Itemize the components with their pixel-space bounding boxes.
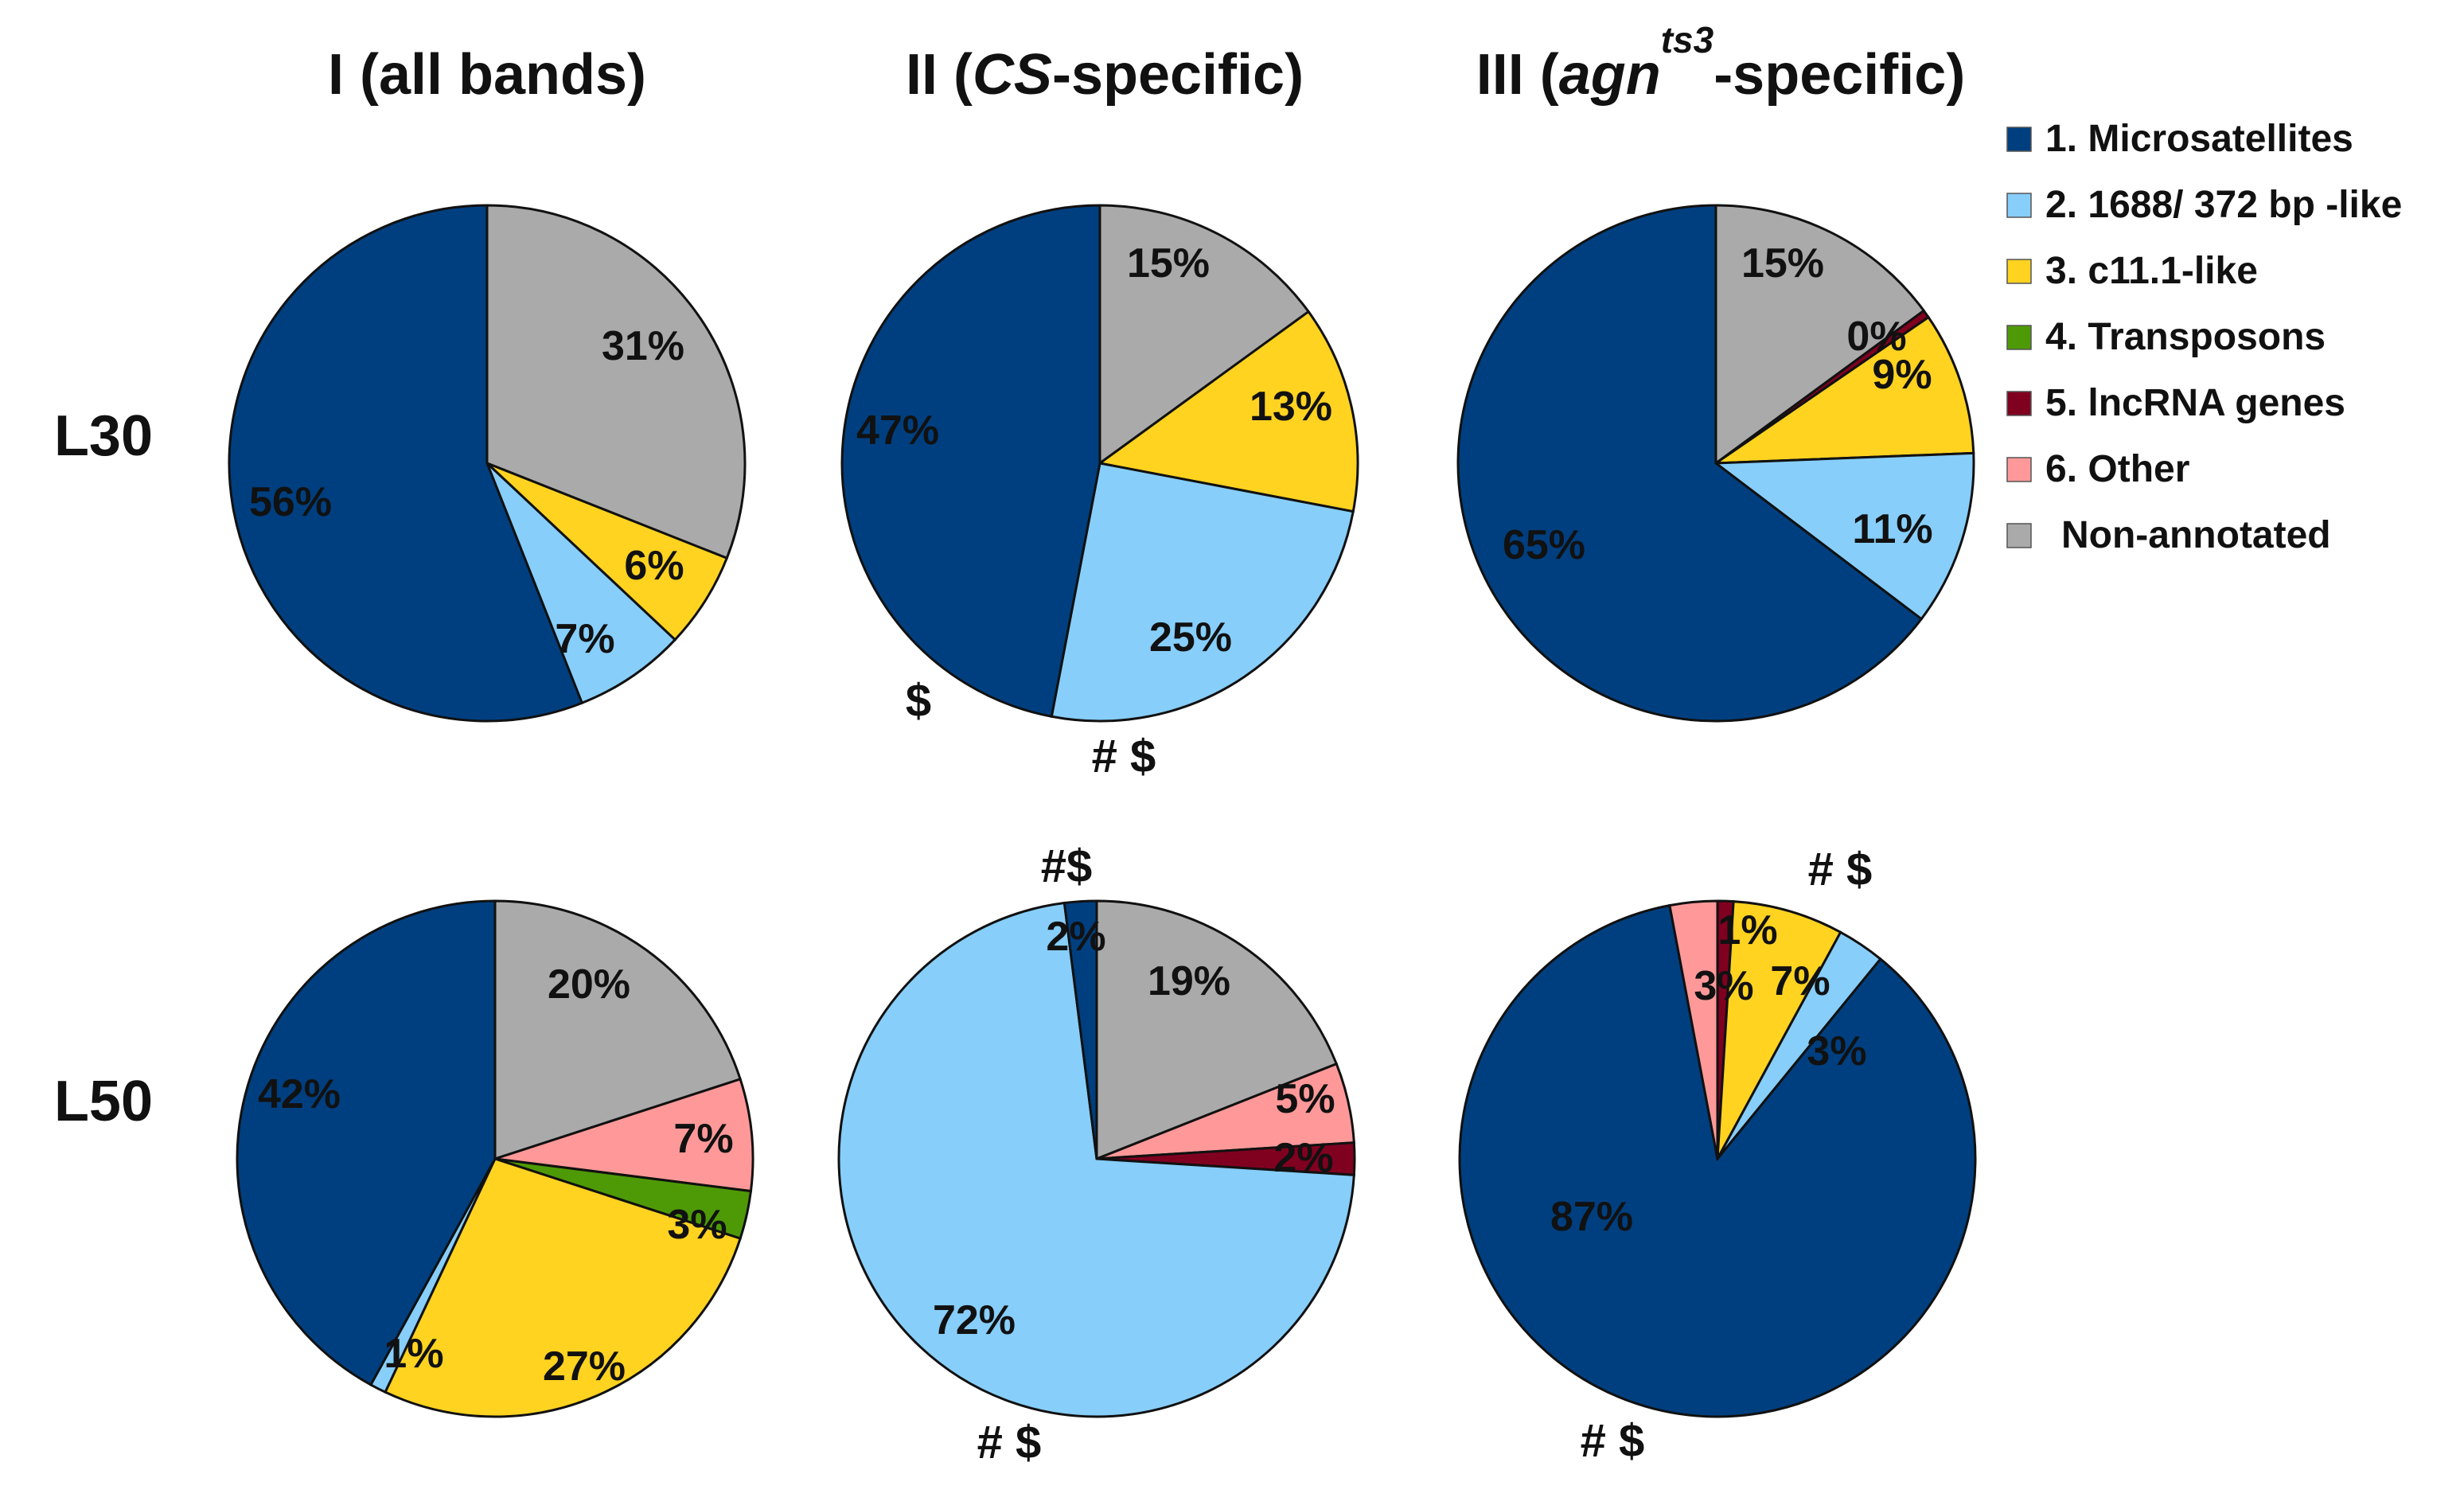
data-label: 20% bbox=[548, 961, 630, 1008]
data-label: 3% bbox=[1807, 1028, 1866, 1074]
data-label: 27% bbox=[543, 1343, 626, 1390]
data-label: 15% bbox=[1741, 240, 1824, 287]
pie-slice bbox=[236, 899, 497, 1386]
pie-slice bbox=[1456, 204, 1924, 723]
pie-slice bbox=[837, 901, 1355, 1418]
column-title-1: I (all bands) bbox=[328, 43, 646, 107]
annotation-mark: $ bbox=[906, 675, 931, 727]
data-label: 15% bbox=[1127, 240, 1210, 287]
pie-slice bbox=[1062, 899, 1098, 1160]
legend-label: Non-annotated bbox=[2061, 514, 2331, 556]
legend: 1. Microsatellites 2. 1688/ 372 bp -like… bbox=[2006, 118, 2402, 556]
data-labels: 31% 6% 7% 56% 15% 13% 25% 47% 15% 0% 9% … bbox=[249, 240, 1933, 1390]
pie-slice bbox=[1668, 899, 1719, 1160]
data-label: 47% bbox=[856, 407, 939, 454]
data-label: 31% bbox=[602, 323, 684, 369]
legend-swatch bbox=[2006, 391, 2032, 416]
annotation-mark: # $ bbox=[1092, 731, 1156, 782]
data-label: 2% bbox=[1046, 914, 1105, 960]
annotation-mark: # $ bbox=[1808, 844, 1873, 895]
pie-ii-l30 bbox=[840, 204, 1359, 723]
pie-slice bbox=[1711, 315, 1975, 465]
pie-slice bbox=[228, 204, 584, 723]
pie-slice bbox=[494, 1077, 754, 1193]
annotations: $ # $ #$ # $ # $ # $ bbox=[906, 675, 1872, 1468]
data-label: 2% bbox=[1273, 1135, 1333, 1181]
data-label: 3% bbox=[1694, 963, 1753, 1009]
data-label: 11% bbox=[1852, 506, 1932, 552]
legend-label: 4. Transposons bbox=[2045, 316, 2326, 358]
data-label: 5% bbox=[1275, 1076, 1335, 1122]
legend-swatch bbox=[2006, 127, 2032, 152]
pie-slice bbox=[485, 462, 729, 641]
legend-swatch bbox=[2006, 193, 2032, 218]
row-label-l50: L50 bbox=[54, 1070, 153, 1133]
legend-label: 1. Microsatellites bbox=[2045, 118, 2353, 160]
pie-slice bbox=[1095, 899, 1339, 1161]
legend-swatch bbox=[2006, 457, 2032, 482]
data-label: 7% bbox=[555, 616, 614, 662]
data-label: 6% bbox=[624, 543, 684, 589]
pie-slice bbox=[1712, 451, 1975, 621]
data-label: 72% bbox=[933, 1297, 1016, 1343]
legend-swatch bbox=[2006, 259, 2032, 284]
row-label-l30: L30 bbox=[54, 404, 153, 468]
annotation-mark: # $ bbox=[1581, 1415, 1645, 1467]
pie-iii-l50 bbox=[1458, 899, 1977, 1418]
pie-slice bbox=[1458, 903, 1977, 1418]
data-label: 19% bbox=[1148, 958, 1230, 1004]
legend-label: 3. c11.1-like bbox=[2045, 250, 2258, 292]
column-title-2: II (CS-specific) bbox=[906, 43, 1304, 107]
pie-slice bbox=[384, 1157, 743, 1418]
data-label: 56% bbox=[249, 479, 332, 525]
pie-slice bbox=[1098, 204, 1311, 466]
data-label: 87% bbox=[1550, 1194, 1633, 1240]
data-label: 7% bbox=[673, 1116, 733, 1162]
data-label: 3% bbox=[667, 1202, 727, 1248]
pie-slice bbox=[493, 899, 743, 1161]
pie-slice bbox=[840, 204, 1101, 719]
legend-swatch bbox=[2006, 325, 2032, 350]
data-label: 25% bbox=[1149, 614, 1232, 661]
legend-label: 6. Other bbox=[2045, 448, 2189, 490]
legend-label: 2. 1688/ 372 bp -like bbox=[2045, 184, 2402, 226]
pie-slice bbox=[1714, 204, 1926, 466]
legend-swatch bbox=[2006, 523, 2032, 548]
pie-ii-l50 bbox=[837, 899, 1356, 1418]
legend-label: 5. lncRNA genes bbox=[2045, 382, 2345, 424]
data-label: 13% bbox=[1250, 384, 1332, 430]
pie-slice bbox=[1097, 310, 1359, 513]
pie-i-l50 bbox=[236, 899, 754, 1418]
annotation-mark: # $ bbox=[977, 1417, 1042, 1468]
data-label: 1% bbox=[384, 1331, 443, 1377]
pie-iii-l30 bbox=[1456, 204, 1975, 723]
data-label: 1% bbox=[1717, 907, 1777, 953]
data-label: 7% bbox=[1770, 958, 1830, 1004]
data-label: 42% bbox=[258, 1071, 341, 1117]
pie-i-l30 bbox=[228, 204, 747, 723]
pie-slice bbox=[1716, 900, 1842, 1160]
pie-slice bbox=[485, 204, 747, 560]
data-label: 0% bbox=[1846, 314, 1906, 360]
column-title-3: III (agnts3-specific) bbox=[1476, 19, 1966, 107]
data-label: 65% bbox=[1503, 522, 1585, 568]
data-label: 9% bbox=[1872, 352, 1932, 398]
annotation-mark: #$ bbox=[1041, 840, 1093, 892]
pie-slice bbox=[1050, 462, 1355, 723]
pie-slice bbox=[485, 462, 677, 705]
